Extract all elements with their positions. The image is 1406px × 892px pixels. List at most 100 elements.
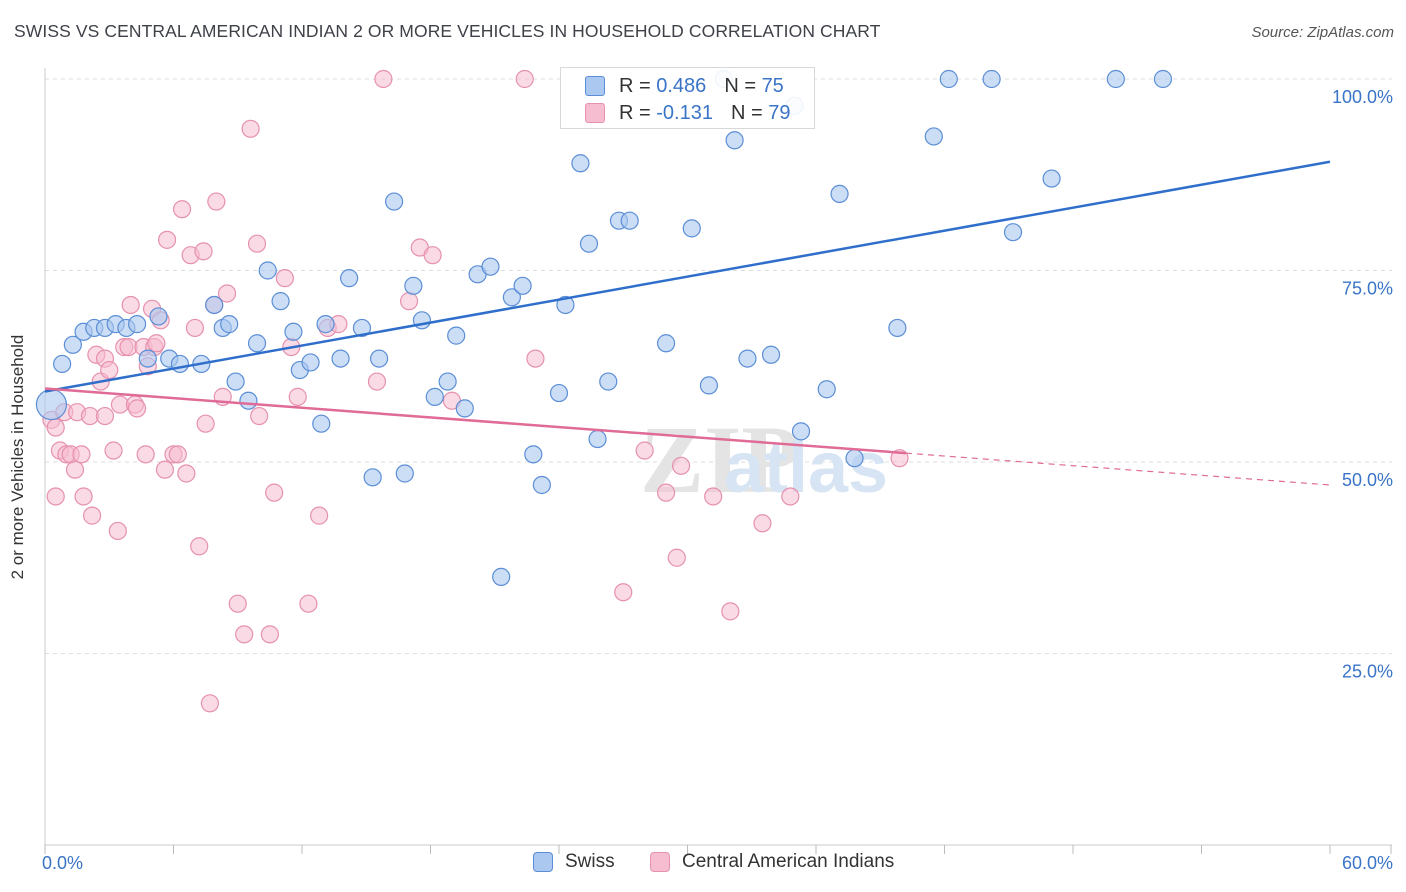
legend-swatch-cai	[585, 103, 605, 123]
cai-point	[217, 284, 237, 303]
legend-n-label-cai: N =	[730, 101, 763, 124]
cai-point	[100, 360, 119, 380]
cai-point	[241, 119, 260, 138]
legend-r-label-swiss: R =	[619, 74, 651, 97]
swiss-point	[384, 192, 404, 211]
cai-point	[194, 242, 213, 261]
swiss-point	[1042, 169, 1061, 188]
swiss-point	[226, 372, 245, 391]
legend-row-cai: R = -0.131 N = 79	[585, 99, 790, 127]
swiss-point	[492, 567, 511, 587]
swiss-point	[738, 349, 757, 368]
cai-point	[108, 521, 127, 541]
correlation-legend: R = 0.486 N = 75 R = -0.131 N = 79	[560, 67, 815, 129]
legend-r-value-swiss: 0.486	[656, 74, 707, 97]
legend-n-value-swiss: 75	[761, 74, 784, 97]
cai-point	[656, 483, 676, 502]
legend-row-swiss: R = 0.486 N = 75	[585, 72, 784, 100]
swiss-point	[170, 354, 190, 374]
swiss-point	[271, 292, 290, 311]
swiss-point	[888, 318, 907, 338]
swiss-point	[982, 69, 1001, 89]
cai-point	[190, 537, 209, 556]
swiss-point	[239, 391, 258, 410]
swiss-point	[316, 315, 335, 334]
cai-point	[260, 625, 279, 644]
cai-point	[177, 464, 196, 483]
series-swatch-cai	[650, 852, 670, 872]
cai-point	[423, 246, 442, 265]
x-tick-label-min: 0.0%	[42, 853, 83, 873]
swiss-point	[363, 468, 382, 487]
swiss-point	[127, 315, 147, 334]
swiss-point	[331, 349, 350, 368]
cai-point	[250, 406, 269, 426]
swiss-point	[425, 387, 444, 406]
cai-point	[127, 399, 147, 418]
y-tick-label: 75.0%	[1342, 279, 1393, 299]
cai-point	[310, 506, 329, 525]
swiss-point	[845, 449, 864, 468]
swiss-point	[513, 276, 532, 295]
swiss-point	[502, 288, 521, 307]
cai-point	[367, 372, 387, 391]
legend-swatch-swiss	[585, 76, 605, 96]
swiss-point	[340, 269, 359, 288]
swiss-point	[370, 349, 389, 368]
cai-point	[172, 200, 192, 219]
x-tick-label-max: 60.0%	[1342, 853, 1393, 873]
swiss-point	[455, 399, 474, 418]
cai-point	[374, 69, 393, 89]
legend-r-value-cai: -0.131	[656, 101, 713, 124]
swiss-point	[761, 345, 781, 364]
cai-point	[74, 487, 93, 506]
cai-point	[147, 334, 166, 353]
cai-point	[704, 487, 723, 506]
cai-point	[104, 441, 123, 460]
swiss-point	[532, 475, 551, 495]
swiss-point	[682, 219, 701, 238]
swiss-points	[35, 69, 1173, 587]
grid-lines	[45, 78, 1392, 654]
swiss-point	[656, 334, 676, 353]
swiss-point	[556, 295, 575, 315]
cai-point	[228, 594, 247, 613]
swiss-point	[1106, 69, 1125, 89]
legend-n-value-cai: 79	[768, 101, 791, 124]
swiss-point	[438, 372, 457, 391]
cai-point	[155, 460, 175, 479]
cai-point	[46, 418, 65, 437]
swiss-point-large	[35, 388, 68, 421]
swiss-point	[830, 184, 849, 203]
chart-title: SWISS VS CENTRAL AMERICAN INDIAN 2 OR MO…	[14, 21, 881, 41]
cai-point	[121, 295, 140, 315]
cai-point	[265, 483, 284, 502]
cai-point	[65, 460, 85, 479]
cai-point	[515, 69, 534, 89]
cai-point	[635, 441, 654, 460]
swiss-point	[1003, 223, 1023, 242]
cai-point	[207, 192, 226, 211]
swiss-point	[571, 154, 590, 173]
swiss-point	[524, 445, 543, 464]
swiss-point	[939, 69, 958, 89]
swiss-point	[247, 334, 267, 353]
cai-point	[275, 269, 294, 288]
swiss-point	[699, 376, 719, 395]
cai-point	[721, 602, 740, 621]
cai-point	[614, 583, 633, 602]
cai-point	[247, 234, 267, 253]
y-tick-label: 25.0%	[1342, 662, 1393, 682]
swiss-point	[220, 315, 239, 334]
swiss-point	[149, 307, 168, 326]
cai-trend-line-extension	[905, 452, 1331, 486]
trend-lines	[44, 160, 1331, 486]
swiss-point	[205, 295, 224, 315]
cai-points	[42, 69, 909, 713]
cai-point	[196, 414, 215, 433]
swiss-point	[63, 335, 82, 354]
legend-r-label-cai: R =	[619, 101, 651, 124]
cai-trend-line	[44, 387, 907, 455]
y-tick-label: 100.0%	[1332, 87, 1393, 107]
cai-point	[288, 387, 307, 406]
